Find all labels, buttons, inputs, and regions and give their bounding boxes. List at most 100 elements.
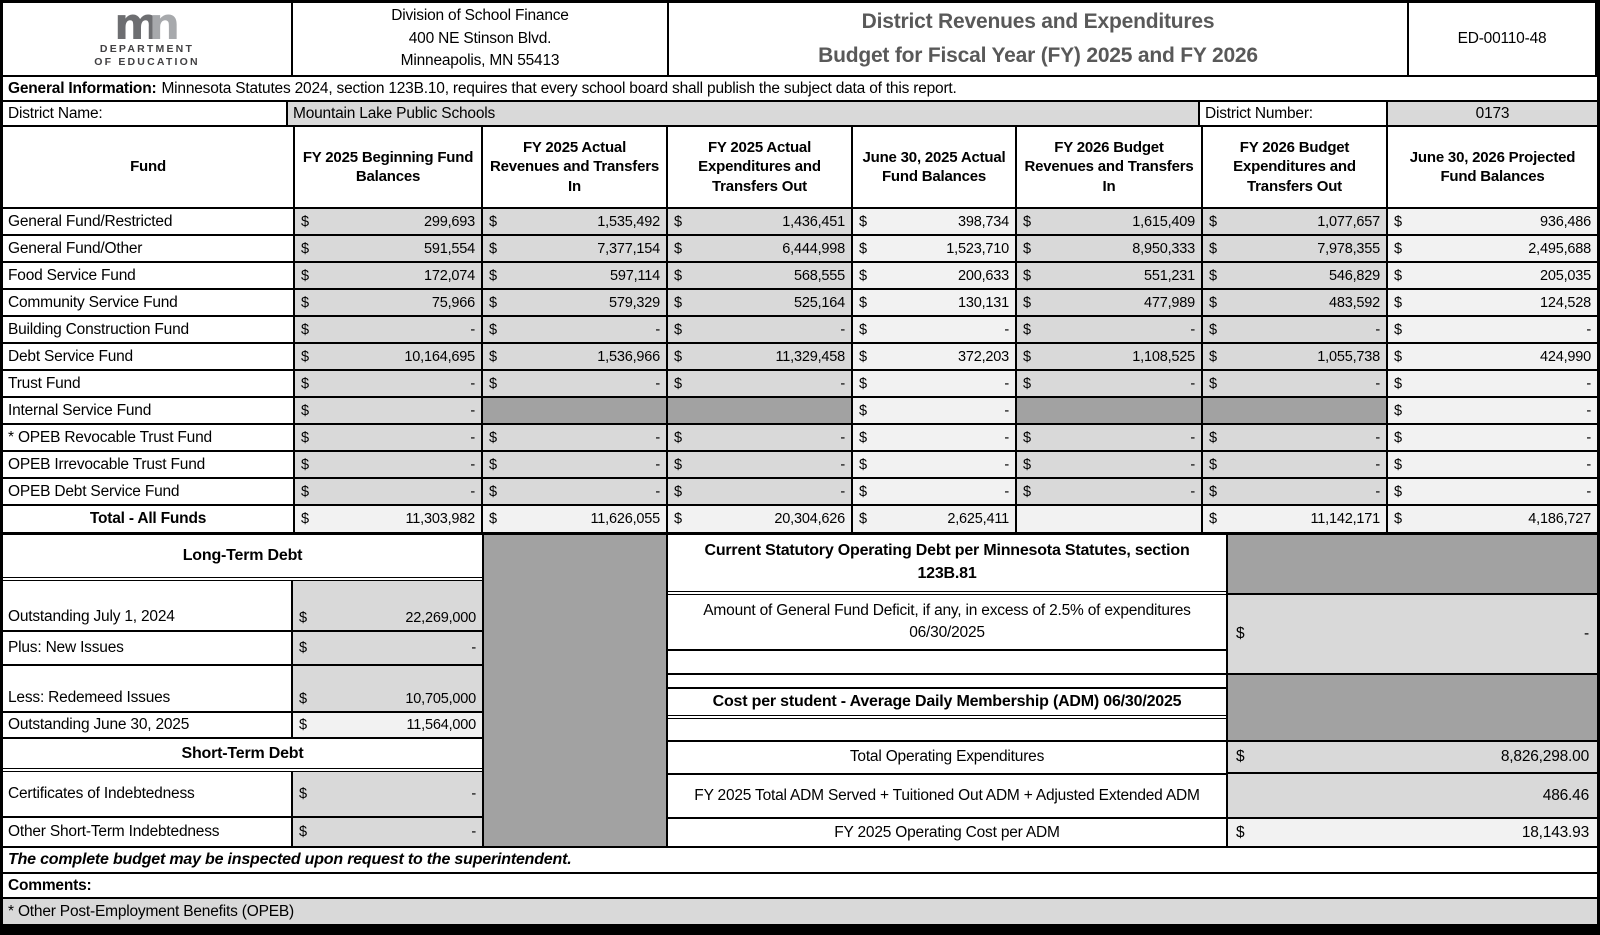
total-money-cell: $11,142,171	[1203, 506, 1386, 532]
money-cell: $936,486	[1388, 209, 1597, 234]
amount: 10,164,695	[404, 348, 475, 365]
statutory-labels-column: Current Statutory Operating Debt per Min…	[668, 535, 1226, 846]
money-cell: $ -	[1203, 317, 1386, 342]
currency-symbol: $	[489, 456, 497, 473]
currency-symbol: $	[1209, 456, 1217, 473]
fund-name-cell: Building Construction Fund	[3, 317, 293, 342]
amount: 483,592	[1328, 294, 1380, 311]
comments-label: Comments:	[3, 874, 1597, 899]
district-number-label: District Number:	[1200, 102, 1388, 125]
title-line2: Budget for Fiscal Year (FY) 2025 and FY …	[818, 44, 1258, 67]
short-term-debt-title: Short-Term Debt	[181, 744, 304, 762]
money-cell: $8,950,333	[1017, 236, 1201, 261]
money-cell: $7,377,154	[483, 236, 666, 261]
money-cell: $1,615,409	[1017, 209, 1201, 234]
amount: -	[470, 483, 475, 500]
total-money-cell: $11,303,982	[295, 506, 481, 532]
deficit-value: $ -	[1228, 594, 1597, 676]
money-cell: $483,592	[1203, 290, 1386, 315]
money-cell: $398,734	[853, 209, 1015, 234]
currency-symbol: $	[1209, 267, 1217, 284]
currency-symbol: $	[299, 690, 307, 707]
money-cell: $ -	[1017, 479, 1201, 504]
money-cell: $ -	[483, 452, 666, 477]
money-cell: $ -	[483, 479, 666, 504]
currency-symbol: $	[859, 321, 867, 338]
amount: 22,269,000	[405, 610, 476, 627]
currency-symbol: $	[1023, 240, 1031, 257]
amount: -	[1004, 321, 1009, 338]
amount: -	[1375, 375, 1380, 392]
amount: -	[1586, 321, 1591, 338]
debt-row: Plus: New Issues $ -	[3, 632, 482, 667]
amount: 11,303,982	[405, 511, 476, 527]
debt-row-value: $ -	[293, 632, 482, 665]
money-cell: $ -	[295, 371, 481, 396]
currency-symbol: $	[301, 456, 309, 473]
dept-line1: DEPARTMENT	[99, 42, 195, 55]
blank-cell	[668, 719, 1226, 742]
debt-row-value: $11,564,000	[293, 712, 482, 737]
amount: -	[1375, 483, 1380, 500]
currency-symbol: $	[1023, 375, 1031, 392]
currency-symbol: $	[301, 240, 309, 257]
amount: -	[840, 483, 845, 500]
money-cell: $11,329,458	[668, 344, 851, 369]
currency-symbol: $	[301, 429, 309, 446]
amount: 11,626,055	[590, 511, 661, 527]
currency-symbol: $	[1394, 483, 1402, 500]
fund-name-cell: * OPEB Revocable Trust Fund	[3, 425, 293, 450]
currency-symbol: $	[1394, 213, 1402, 230]
money-cell: $ -	[853, 452, 1015, 477]
currency-symbol: $	[859, 456, 867, 473]
amount: -	[1375, 321, 1380, 338]
currency-symbol: $	[674, 511, 682, 527]
money-cell: $124,528	[1388, 290, 1597, 315]
currency-symbol: $	[489, 483, 497, 500]
money-cell: $172,074	[295, 263, 481, 288]
adm-served-label: FY 2025 Total ADM Served + Tuitioned Out…	[668, 775, 1226, 820]
operating-cost-per-adm-label: FY 2025 Operating Cost per ADM	[834, 823, 1060, 841]
total-money-cell: $20,304,626	[668, 506, 851, 532]
total-row-label: Total - All Funds	[3, 506, 293, 532]
report-title: District Revenues and Expenditures Budge…	[669, 3, 1409, 75]
money-cell: $6,444,998	[668, 236, 851, 261]
currency-symbol: $	[489, 294, 497, 311]
currency-symbol: $	[1209, 321, 1217, 338]
currency-symbol: $	[301, 267, 309, 284]
currency-symbol: $	[859, 429, 867, 446]
amount: 10,705,000	[405, 690, 476, 707]
amount: 8,950,333	[1132, 240, 1195, 257]
opeb-note: * Other Post-Employment Benefits (OPEB)	[3, 899, 1597, 924]
total-money-cell: $4,186,727	[1388, 506, 1597, 532]
operating-cost-per-adm-value: $18,143.93	[1228, 819, 1597, 847]
money-cell: $ -	[668, 425, 851, 450]
fund-name-cell: Internal Service Fund	[3, 398, 293, 423]
amount: 1,055,738	[1317, 348, 1380, 365]
amount: 4,186,727	[1528, 511, 1591, 527]
amount: -	[1586, 429, 1591, 446]
money-cell: $ -	[668, 371, 851, 396]
debt-row-label: Plus: New Issues	[3, 632, 293, 665]
amount: 200,633	[957, 267, 1009, 284]
money-cell: $ -	[1017, 452, 1201, 477]
report-header: mn DEPARTMENT OF EDUCATION Division of S…	[3, 3, 1597, 77]
amount: -	[655, 456, 660, 473]
debt-row-value: $10,705,000	[293, 666, 482, 711]
column-header: FY 2026 Budget Expenditures and Transfer…	[1203, 127, 1386, 207]
title-line1: District Revenues and Expenditures	[861, 10, 1215, 34]
money-cell: $ -	[483, 425, 666, 450]
amount: -	[655, 429, 660, 446]
money-cell: $ -	[1203, 479, 1386, 504]
fund-name-cell: General Fund/Restricted	[3, 209, 293, 234]
amount: -	[1586, 456, 1591, 473]
money-cell: $ -	[853, 371, 1015, 396]
blocked-cell	[483, 398, 666, 423]
currency-symbol: $	[301, 348, 309, 365]
amount: -	[1584, 624, 1589, 642]
column-header: FY 2025 Actual Revenues and Transfers In	[483, 127, 666, 207]
amount: 1,536,966	[597, 348, 660, 365]
column-header: FY 2026 Budget Revenues and Transfers In	[1017, 127, 1201, 207]
currency-symbol: $	[1236, 624, 1245, 642]
amount: -	[655, 321, 660, 338]
